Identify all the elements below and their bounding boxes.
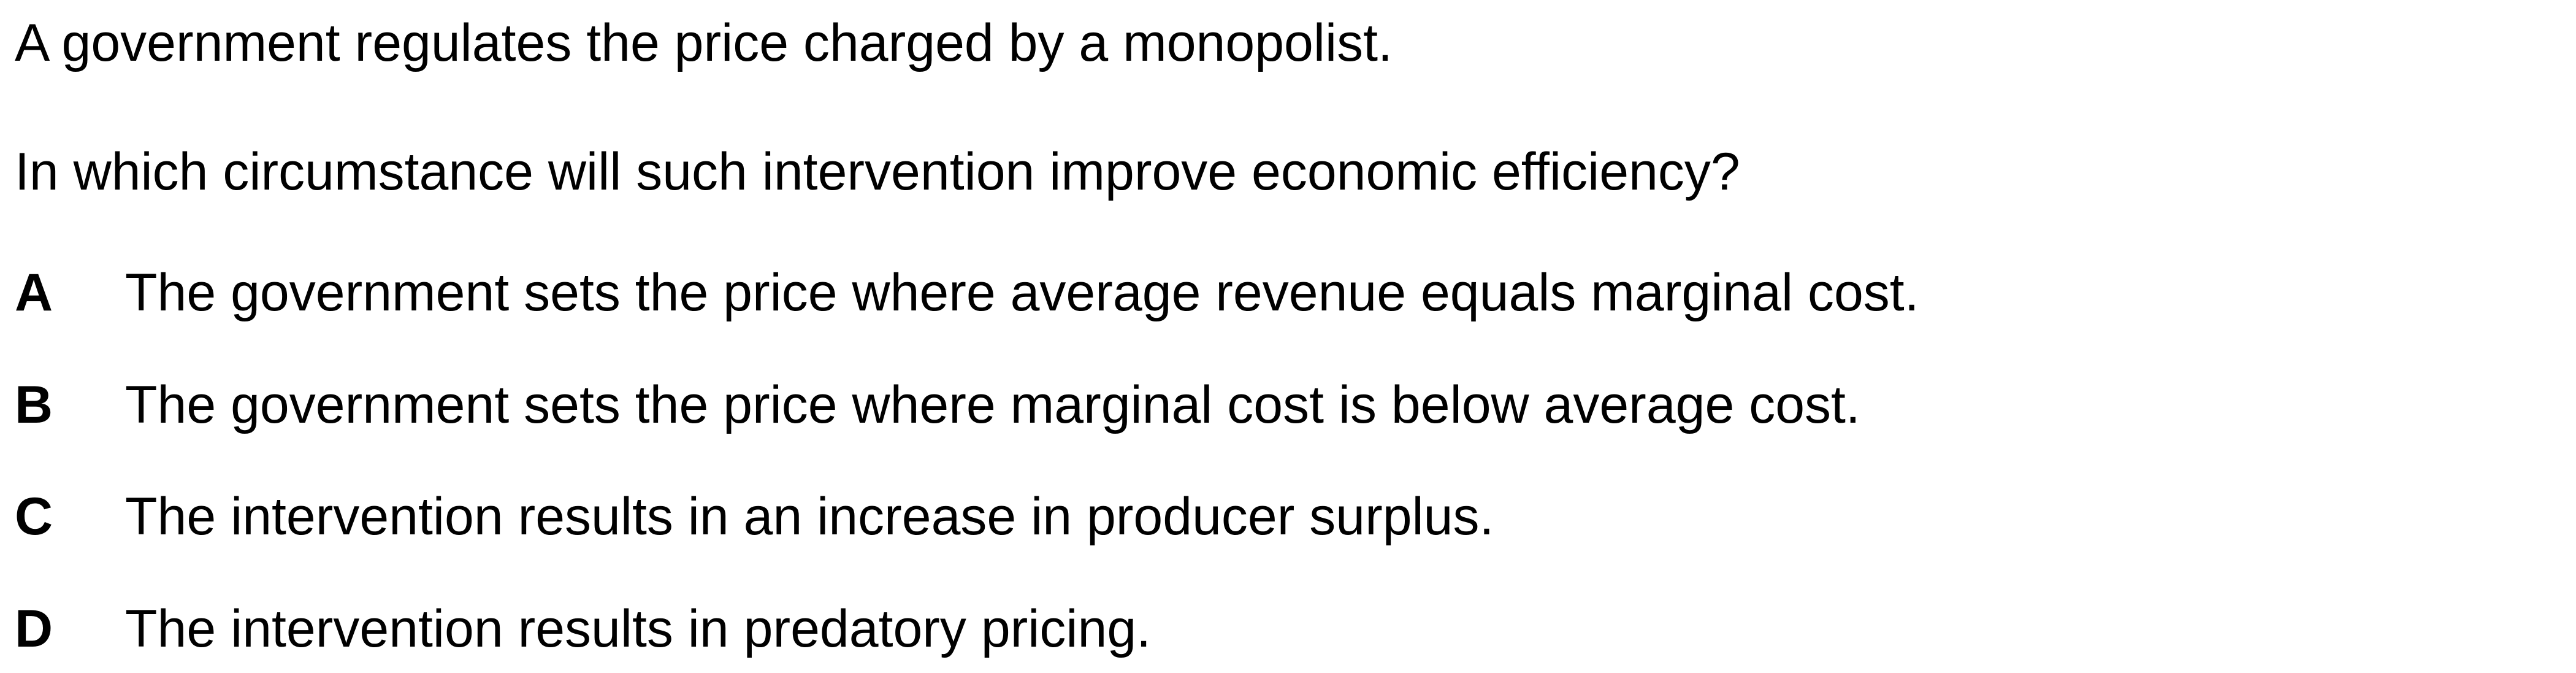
option-d[interactable]: D The intervention results in predatory …: [15, 598, 1151, 660]
question-stem-line-1: A government regulates the price charged…: [15, 13, 1393, 72]
option-text-d: The intervention results in predatory pr…: [125, 599, 1152, 658]
option-letter-d: D: [15, 599, 53, 658]
option-a[interactable]: A The government sets the price where av…: [15, 262, 1919, 323]
option-text-b: The government sets the price where marg…: [125, 375, 1860, 434]
option-text-a: The government sets the price where aver…: [125, 263, 1919, 322]
option-letter-b: B: [15, 375, 53, 434]
option-letter-a: A: [15, 263, 53, 322]
option-c[interactable]: C The intervention results in an increas…: [15, 486, 1494, 547]
option-letter-c: C: [15, 487, 53, 546]
question-stem-line-2: In which circumstance will such interven…: [15, 142, 1740, 201]
option-b[interactable]: B The government sets the price where ma…: [15, 374, 1860, 436]
option-text-c: The intervention results in an increase …: [125, 487, 1494, 546]
